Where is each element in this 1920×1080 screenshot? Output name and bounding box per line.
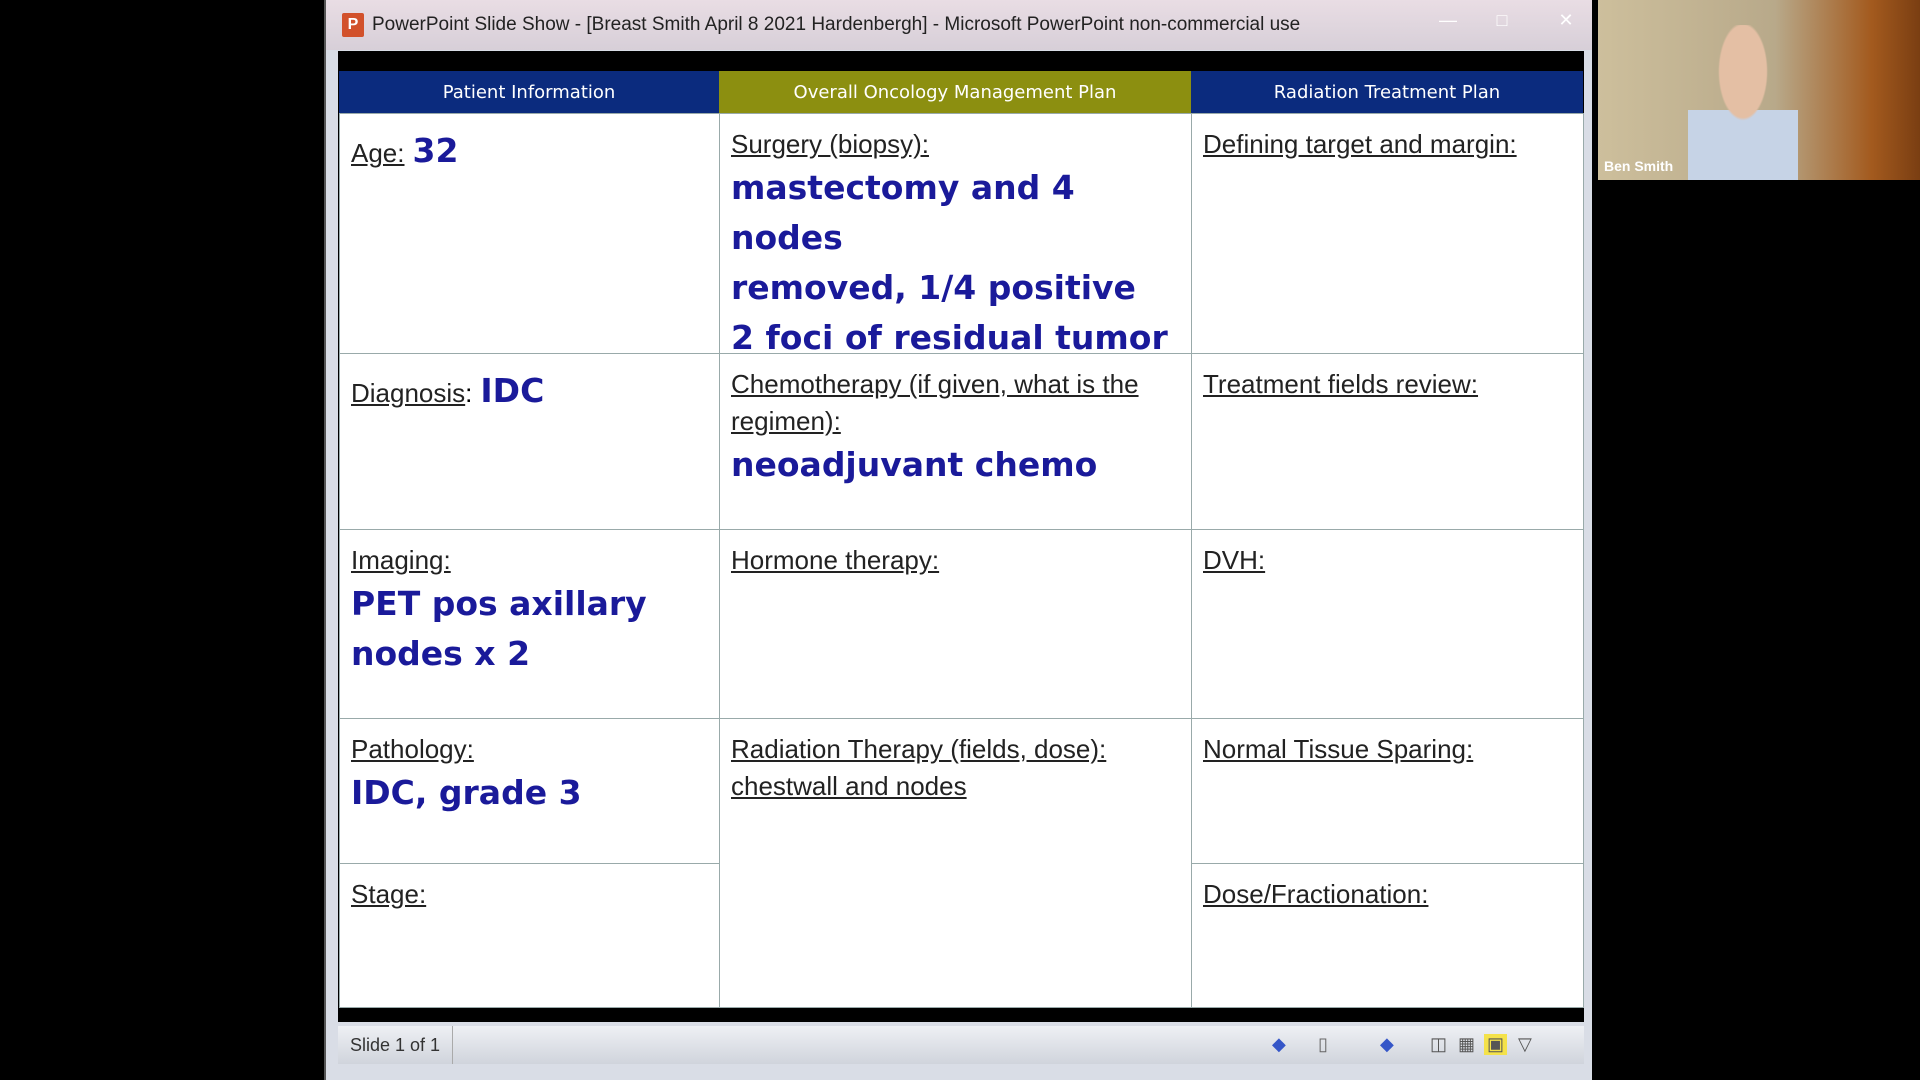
powerpoint-icon: P (342, 13, 364, 37)
surgery-line: 2 foci of residual tumor (731, 318, 1168, 357)
target-label: Defining target and margin: (1203, 129, 1517, 159)
slide-sorter-icon[interactable]: ▦ (1458, 1034, 1476, 1054)
header-patient-information: Patient Information (339, 71, 719, 113)
cell-radiation-therapy: Radiation Therapy (fields, dose): chestw… (719, 718, 1192, 1008)
pathology-label: Pathology: (351, 734, 474, 764)
pathology-value: IDC, grade 3 (351, 773, 582, 812)
cell-pathology: Pathology: IDC, grade 3 (339, 718, 720, 864)
diagnosis-label: Diagnosis (351, 378, 466, 408)
sparing-label: Normal Tissue Sparing: (1203, 734, 1474, 764)
cell-hormone: Hormone therapy: (719, 529, 1192, 719)
slide-show-icon[interactable]: ▽ (1518, 1034, 1532, 1054)
cell-surgery: Surgery (biopsy): mastectomy and 4 nodes… (719, 113, 1192, 357)
cell-chemotherapy: Chemotherapy (if given, what is the regi… (719, 353, 1192, 530)
cell-target-margin: Defining target and margin: (1191, 113, 1584, 354)
chemo-value: neoadjuvant chemo (731, 445, 1098, 484)
stage-label: Stage: (351, 879, 427, 909)
cell-stage: Stage: (339, 863, 720, 1008)
header-radiation-plan: Radiation Treatment Plan (1191, 71, 1583, 113)
next-slide-icon[interactable]: ◆ (1380, 1034, 1394, 1054)
chemo-label: Chemotherapy (if given, what is the regi… (731, 369, 1139, 436)
radiation-value: chestwall and nodes (731, 771, 967, 801)
radiation-label: Radiation Therapy (fields, dose): (731, 734, 1107, 764)
cell-fields-review: Treatment fields review: (1191, 353, 1584, 530)
powerpoint-window: P PowerPoint Slide Show - [Breast Smith … (324, 0, 1592, 1080)
diagnosis-value: IDC (480, 371, 545, 410)
imaging-value: PET pos axillary nodes x 2 (351, 584, 647, 673)
slide: Patient Information Overall Oncology Man… (338, 51, 1584, 1022)
participant-name: Ben Smith (1604, 158, 1674, 174)
title-bar: P PowerPoint Slide Show - [Breast Smith … (326, 0, 1592, 50)
surgery-line: removed, 1/4 positive (731, 268, 1136, 307)
close-button[interactable]: ✕ (1558, 10, 1574, 30)
presenter-video (1688, 25, 1798, 180)
slide-counter: Slide 1 of 1 (338, 1026, 454, 1064)
cell-age: Age: 32 (339, 113, 720, 354)
status-bar: Slide 1 of 1 ◆ ▯ ◆ ◫ ▦ ▣ ▽ (338, 1026, 1584, 1064)
webcam-video: Ben Smith (1598, 0, 1920, 180)
previous-slide-icon[interactable]: ◆ (1272, 1034, 1286, 1054)
cell-dose-fractionation: Dose/Fractionation: (1191, 863, 1584, 1008)
dose-label: Dose/Fractionation: (1203, 879, 1429, 909)
cell-imaging: Imaging: PET pos axillary nodes x 2 (339, 529, 720, 719)
normal-view-icon[interactable]: ◫ (1430, 1034, 1448, 1054)
surgery-line: mastectomy and 4 nodes (731, 168, 1075, 257)
hormone-label: Hormone therapy: (731, 545, 940, 575)
cell-tissue-sparing: Normal Tissue Sparing: (1191, 718, 1584, 864)
dvh-label: DVH: (1203, 545, 1266, 575)
age-label: Age: (351, 138, 405, 168)
window-title: PowerPoint Slide Show - [Breast Smith Ap… (372, 14, 1301, 35)
maximize-button[interactable]: □ (1496, 10, 1508, 30)
cell-diagnosis: Diagnosis: IDC (339, 353, 720, 530)
header-oncology-plan: Overall Oncology Management Plan (719, 71, 1191, 113)
reading-view-icon[interactable]: ▣ (1484, 1034, 1508, 1055)
fields-label: Treatment fields review: (1203, 369, 1479, 399)
slide-menu-icon[interactable]: ▯ (1318, 1034, 1328, 1054)
imaging-label: Imaging: (351, 545, 451, 575)
cell-dvh: DVH: (1191, 529, 1584, 719)
surgery-label: Surgery (biopsy): (731, 129, 929, 159)
age-value: 32 (412, 131, 459, 170)
minimize-button[interactable]: — (1439, 10, 1457, 30)
